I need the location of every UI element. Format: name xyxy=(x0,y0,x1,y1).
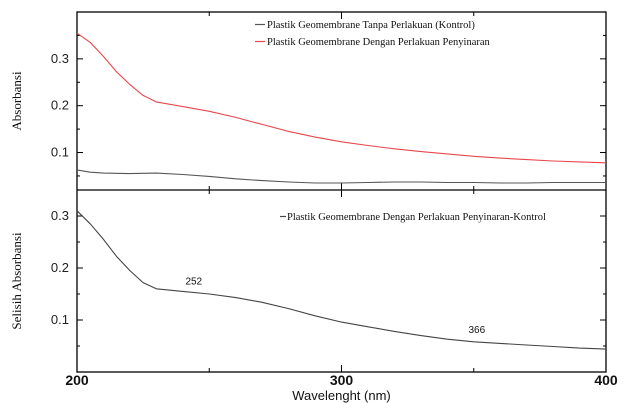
series-line-0-0 xyxy=(76,169,606,184)
series-line-1-0 xyxy=(76,210,607,350)
series-line-0-1 xyxy=(76,32,607,164)
x-tick-label: 400 xyxy=(594,372,618,388)
peak-annotation: 366 xyxy=(468,325,485,336)
legend-label: Plastik Geomembrane Tanpa Perlakuan (Kon… xyxy=(267,20,475,31)
x-tick-label: 200 xyxy=(65,372,89,388)
x-axis-title: Wavelenght (nm) xyxy=(292,388,391,403)
y-tick-label: 0.3 xyxy=(51,208,69,223)
legend-label: Plastik Geomembrane Dengan Perlakuan Pen… xyxy=(287,212,546,223)
y-tick-label: 0.1 xyxy=(51,145,69,160)
y-tick-label: 0.3 xyxy=(51,51,69,66)
x-tick-label: 300 xyxy=(330,372,354,388)
y-axis-title: Absorbansi xyxy=(9,71,24,131)
y-axis-title: Selisih Absorbansi xyxy=(9,232,24,330)
legend-label: Plastik Geomembrane Dengan Perlakuan Pen… xyxy=(267,37,491,48)
y-tick-label: 0.2 xyxy=(51,260,69,275)
peak-annotation: 252 xyxy=(185,277,202,288)
y-tick-label: 0.1 xyxy=(51,312,69,327)
y-tick-label: 0.2 xyxy=(51,98,69,113)
